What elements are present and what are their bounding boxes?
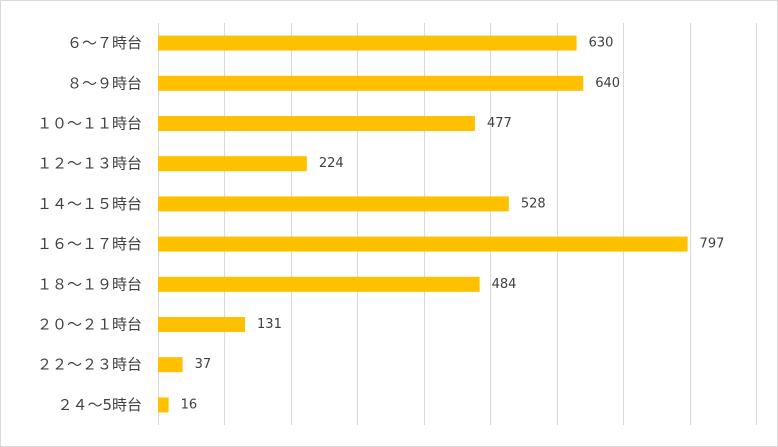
- data-label: 797: [700, 237, 725, 252]
- category-label: １４～１５時台: [37, 195, 142, 213]
- bar: [158, 75, 584, 91]
- category-label: ６～７時台: [67, 34, 142, 52]
- data-label: 528: [521, 196, 546, 211]
- bar: [158, 196, 509, 212]
- bar: [158, 397, 169, 413]
- data-label: 131: [257, 317, 282, 332]
- category-label: １６～１７時台: [37, 235, 142, 253]
- bars: [158, 35, 688, 413]
- data-label: 224: [319, 156, 344, 171]
- data-label: 16: [181, 397, 198, 412]
- bar: [158, 276, 480, 292]
- bar: [158, 236, 688, 252]
- category-label: ２０～２１時台: [37, 316, 142, 334]
- data-label: 477: [487, 116, 512, 131]
- category-label: ８～９時台: [67, 74, 142, 92]
- labels: ６～７時台 630 ８～９時台 640 １０～１１時台 477 １２～１３時台 224 １４～１…: [37, 34, 724, 414]
- category-label: １０～１１時台: [37, 115, 142, 133]
- category-label: １２～１３時台: [37, 155, 142, 173]
- data-label: 640: [595, 76, 620, 91]
- category-label: ２４～5時台: [57, 396, 142, 414]
- data-label: 630: [589, 36, 614, 51]
- bar: [158, 35, 577, 51]
- category-label: ２２～２３時台: [37, 356, 142, 374]
- bar: [158, 156, 307, 172]
- bar: [158, 357, 183, 373]
- data-label: 37: [195, 357, 212, 372]
- data-label: 484: [492, 277, 517, 292]
- bar: [158, 317, 246, 332]
- category-label: １８～１９時台: [37, 275, 142, 293]
- bar: [158, 116, 475, 131]
